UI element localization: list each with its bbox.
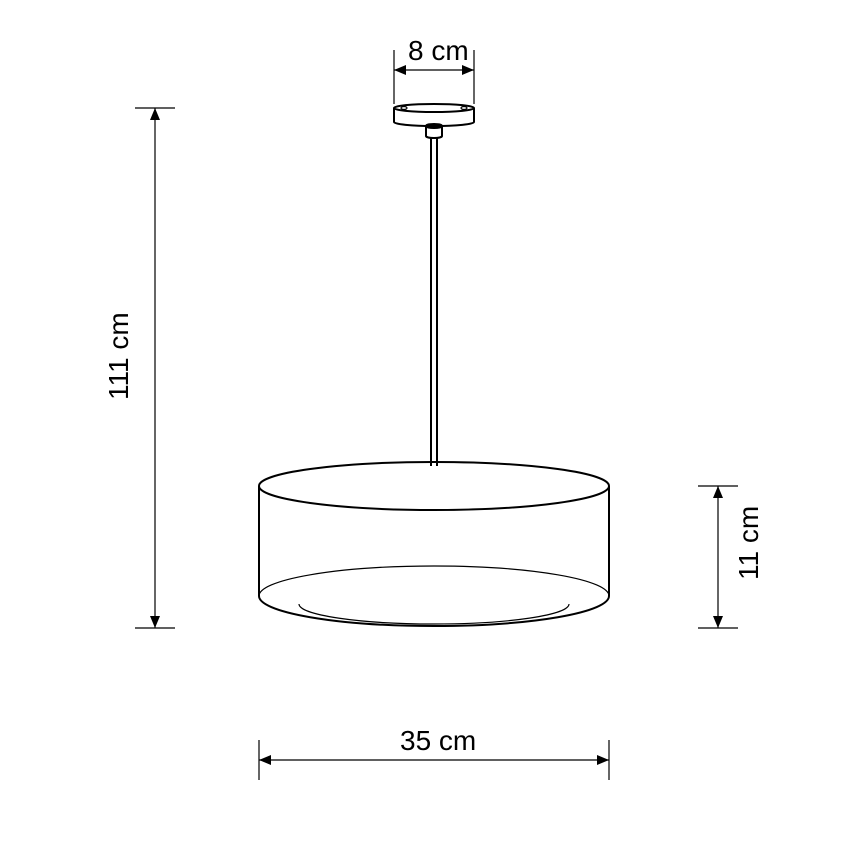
lamp-dimension-diagram: 8 cm 111 cm 11 cm 35 cm: [0, 0, 868, 868]
dimension-total-height: 111 cm: [103, 108, 175, 628]
label-canopy-width: 8 cm: [408, 35, 469, 66]
dimension-shade-height: 11 cm: [698, 486, 764, 628]
drum-shade: [259, 462, 609, 626]
suspension-rod: [431, 138, 437, 466]
ceiling-canopy: [394, 104, 474, 138]
dimension-shade-width: 35 cm: [259, 725, 609, 780]
label-shade-height: 11 cm: [733, 506, 764, 580]
label-shade-width: 35 cm: [400, 725, 476, 756]
lamp-drawing: [259, 104, 609, 626]
dimension-canopy-width: 8 cm: [394, 35, 474, 104]
label-total-height: 111 cm: [103, 312, 134, 400]
